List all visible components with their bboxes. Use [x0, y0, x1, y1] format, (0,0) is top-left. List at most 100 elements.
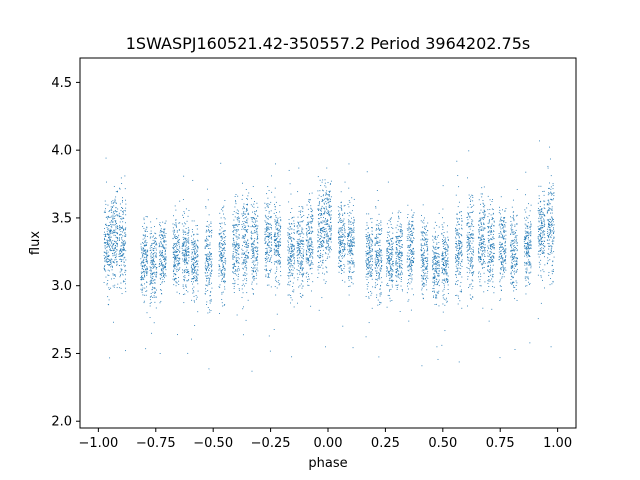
data-point — [395, 241, 397, 243]
data-point — [425, 234, 427, 236]
data-point — [156, 267, 157, 269]
data-point — [318, 218, 320, 220]
data-point — [311, 231, 313, 233]
data-point — [179, 245, 180, 247]
data-point — [322, 256, 324, 258]
data-point — [141, 268, 143, 270]
data-point — [396, 236, 398, 237]
data-point — [432, 259, 434, 261]
data-point — [413, 228, 415, 230]
data-point — [327, 235, 328, 237]
data-point — [163, 255, 165, 257]
data-point — [340, 272, 342, 274]
data-point — [411, 224, 413, 225]
data-point — [235, 249, 237, 251]
data-point — [351, 254, 353, 256]
data-point — [348, 215, 350, 217]
data-point — [186, 239, 188, 241]
data-point — [222, 269, 224, 270]
data-point — [330, 227, 332, 229]
data-point — [401, 229, 402, 231]
data-point — [162, 231, 164, 233]
data-point — [300, 262, 301, 264]
data-point — [153, 264, 155, 266]
data-point — [250, 243, 252, 245]
data-point — [109, 259, 111, 261]
data-point — [125, 234, 127, 236]
data-point — [256, 215, 258, 217]
data-point — [288, 294, 290, 296]
data-point — [296, 230, 298, 232]
data-point — [244, 285, 245, 287]
data-point — [433, 241, 435, 243]
data-point — [327, 219, 329, 221]
data-point — [206, 230, 208, 232]
data-point — [248, 226, 250, 228]
data-point — [395, 252, 397, 254]
data-point — [339, 231, 341, 233]
data-point — [349, 201, 351, 203]
data-point — [389, 289, 391, 291]
data-point — [253, 293, 254, 295]
data-point — [196, 261, 198, 263]
data-point — [340, 265, 341, 267]
data-point — [219, 229, 221, 231]
data-point — [191, 260, 193, 262]
data-point — [154, 291, 156, 293]
data-point — [435, 256, 437, 258]
data-point — [222, 264, 224, 266]
data-point — [302, 263, 303, 265]
data-point — [235, 194, 237, 195]
data-point — [299, 272, 301, 273]
data-point — [350, 241, 352, 243]
data-point — [398, 246, 400, 247]
data-point — [422, 297, 424, 299]
data-point — [323, 242, 325, 244]
data-point — [277, 243, 279, 245]
data-point — [219, 245, 221, 247]
data-point — [297, 216, 299, 218]
data-point — [158, 246, 160, 248]
data-point — [338, 236, 340, 238]
data-point — [274, 234, 276, 236]
data-point — [177, 251, 178, 252]
data-point — [432, 288, 434, 289]
data-point — [350, 250, 352, 252]
data-point — [389, 278, 391, 280]
data-point — [422, 256, 424, 258]
data-point — [411, 233, 413, 235]
data-point — [152, 296, 154, 298]
data-point — [211, 265, 213, 267]
data-point — [264, 239, 266, 241]
data-point — [208, 256, 210, 258]
data-point — [164, 259, 166, 260]
data-point — [298, 246, 300, 247]
data-point — [310, 246, 312, 247]
data-point — [329, 251, 331, 253]
data-point — [144, 237, 146, 239]
data-point — [411, 216, 413, 218]
data-point — [196, 296, 198, 298]
data-point — [317, 269, 319, 271]
data-point — [422, 278, 424, 280]
data-point — [174, 264, 175, 266]
data-point — [241, 256, 243, 258]
data-point — [116, 232, 118, 234]
data-point — [232, 231, 234, 233]
data-point — [175, 243, 177, 245]
data-point — [340, 191, 342, 193]
data-point — [141, 275, 143, 277]
data-point — [426, 230, 428, 231]
data-point — [154, 282, 156, 284]
data-point — [343, 246, 345, 248]
data-point — [245, 246, 247, 248]
data-point — [388, 256, 390, 258]
data-point — [386, 273, 388, 275]
data-point — [153, 266, 154, 268]
data-point — [224, 242, 226, 243]
data-point — [175, 269, 177, 271]
data-point — [165, 269, 167, 271]
data-point — [390, 259, 392, 261]
data-point — [176, 249, 178, 251]
data-point — [193, 249, 195, 251]
